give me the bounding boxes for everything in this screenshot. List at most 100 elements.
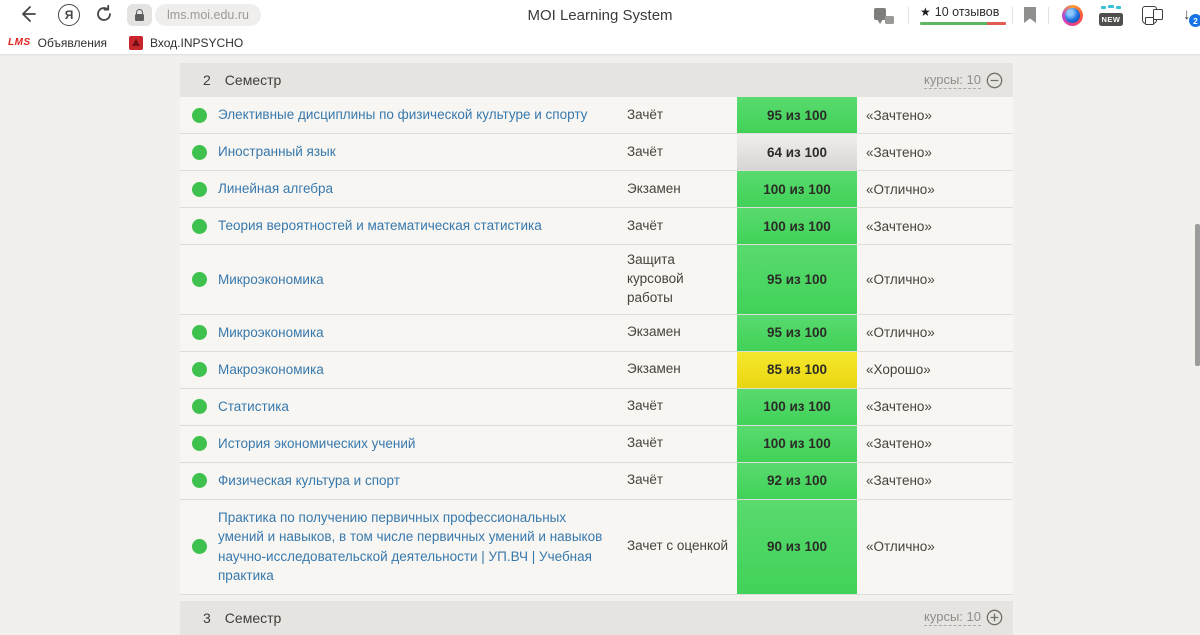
assessment-type: Зачёт (627, 143, 664, 159)
bookmark-item-inpsycho[interactable]: Вход.INPSYCHO (129, 35, 244, 50)
semester-number: 3 (203, 609, 211, 626)
grades-table: 2 Семестр курсы: 10 Элективные дисциплин… (180, 63, 1013, 635)
dashes-decoration (1101, 5, 1121, 11)
assessment-type: Экзамен (627, 361, 681, 377)
course-row: Теория вероятностей и математическая ста… (180, 208, 1013, 245)
ssl-lock-icon[interactable] (127, 4, 152, 26)
new-extension-icon[interactable]: NEW (1099, 5, 1123, 26)
semester-2-header: 2 Семестр курсы: 10 (180, 63, 1013, 97)
completed-dot-icon (191, 539, 207, 555)
bookmarks-bar: LMS Объявления Вход.INPSYCHO (0, 31, 1200, 54)
completed-dot-icon (191, 473, 207, 489)
course-link[interactable]: Иностранный язык (218, 144, 336, 160)
assessment-type: Экзамен (627, 324, 681, 340)
semester-3-header: 3 Семестр курсы: 10 (180, 600, 1013, 635)
bookmark-label: Объявления (37, 35, 108, 50)
courses-count-link[interactable]: курсы: 10 (924, 609, 981, 627)
course-link[interactable]: Макроэкономика (218, 361, 324, 377)
semester-number: 2 (203, 72, 211, 88)
score-badge: 100 из 100 (737, 208, 857, 244)
status-cell (180, 325, 218, 341)
course-link[interactable]: Статистика (218, 398, 289, 414)
completed-dot-icon (191, 436, 207, 452)
semester-label: Семестр (224, 72, 282, 88)
course-link[interactable]: Практика по получению первичных професси… (218, 509, 603, 584)
status-cell (180, 473, 218, 489)
course-link[interactable]: Физическая культура и спорт (218, 472, 400, 488)
assessment-type: Зачёт (627, 398, 664, 414)
collapse-icon[interactable] (986, 72, 1003, 89)
score-badge: 100 из 100 (737, 388, 857, 425)
downloads-badge: 2 (1189, 14, 1200, 27)
course-link[interactable]: Микроэкономика (218, 271, 324, 287)
completed-dot-icon (191, 325, 207, 341)
divider (908, 7, 909, 24)
bookmark-flag-icon[interactable] (1024, 7, 1036, 23)
completed-dot-icon (191, 107, 207, 123)
course-link[interactable]: Теория вероятностей и математическая ста… (218, 218, 542, 234)
score-badge: 64 из 100 (737, 134, 857, 170)
grade-text: «Хорошо» (866, 362, 931, 378)
new-badge: NEW (1099, 13, 1123, 26)
score-badge: 90 из 100 (737, 499, 857, 594)
course-row: Элективные дисциплины по физической куль… (180, 97, 1013, 134)
status-cell (180, 362, 218, 378)
course-row: Микроэкономика Защита курсовой работы 95 и… (180, 245, 1013, 315)
grade-text: «Зачтено» (866, 144, 932, 160)
collections-icon[interactable] (1142, 6, 1163, 25)
course-row: Физическая культура и спорт Зачёт 92 из 10… (180, 462, 1013, 500)
downloads-icon[interactable]: ↓ 2 (1180, 6, 1200, 27)
grade-text: «Зачтено» (866, 107, 932, 123)
reload-icon[interactable] (93, 3, 115, 30)
rating-bar (920, 22, 1006, 25)
course-link[interactable]: История экономических учений (218, 435, 416, 451)
bookmark-label: Вход.INPSYCHO (150, 35, 244, 50)
completed-dot-icon (191, 181, 207, 197)
course-row: Макроэкономика Экзамен 85 из 100 «Хорошо» (180, 351, 1013, 389)
score-badge: 100 из 100 (737, 425, 857, 462)
inpsycho-favicon (129, 35, 144, 50)
divider (1048, 7, 1049, 24)
reviews-count: 10 отзывов (934, 5, 1000, 19)
grade-text: «Зачтено» (866, 399, 932, 415)
assessment-type: Зачёт (627, 106, 664, 122)
assessment-type: Зачет с оценкой (627, 538, 729, 554)
course-row: Статистика Зачёт 100 из 100 «Зачтено» (180, 388, 1013, 426)
semester-label: Семестр (224, 609, 282, 626)
address-bar[interactable]: lms.moi.edu.ru (155, 4, 261, 26)
lms-page: 2 Семестр курсы: 10 Элективные дисциплин… (0, 55, 1200, 635)
back-icon[interactable] (16, 3, 38, 30)
expand-icon[interactable] (986, 609, 1003, 626)
status-cell (180, 144, 218, 160)
assessment-type: Экзамен (627, 180, 681, 196)
course-row: Микроэкономика Экзамен 95 из 100 «Отлично» (180, 314, 1013, 352)
course-link[interactable]: Линейная алгебра (218, 181, 334, 197)
yandex-home-icon[interactable]: Я (58, 4, 80, 26)
bookmark-item-announcements[interactable]: LMS Объявления (8, 36, 107, 50)
completed-dot-icon (191, 362, 207, 378)
score-badge: 95 из 100 (737, 97, 857, 133)
browser-chrome: Я lms.moi.edu.ru MOI Learning System ★ 10… (0, 0, 1200, 54)
completed-dot-icon (191, 144, 207, 160)
score-badge: 95 из 100 (737, 314, 857, 351)
extension-icon[interactable] (1062, 5, 1083, 26)
assessment-type: Зачёт (627, 217, 664, 233)
course-link[interactable]: Элективные дисциплины по физической куль… (218, 107, 588, 123)
course-link[interactable]: Микроэкономика (218, 324, 324, 340)
status-cell (180, 107, 218, 123)
site-permissions-icon[interactable] (874, 8, 894, 24)
completed-dot-icon (191, 271, 207, 287)
site-rating[interactable]: ★ 10 отзывов (920, 5, 1006, 25)
score-badge: 100 из 100 (737, 171, 857, 207)
download-arrow-icon: ↓ (1183, 6, 1191, 23)
scrollbar-thumb[interactable] (1195, 224, 1200, 366)
grade-text: «Зачтено» (866, 218, 932, 234)
divider (1012, 7, 1013, 24)
courses-count-link[interactable]: курсы: 10 (924, 71, 981, 89)
assessment-type: Зачёт (627, 435, 664, 451)
grade-text: «Отлично» (866, 325, 935, 341)
grade-text: «Отлично» (866, 271, 935, 287)
score-badge: 92 из 100 (737, 462, 857, 499)
status-cell (180, 218, 218, 234)
course-row: Практика по получению первичных професси… (180, 499, 1013, 595)
